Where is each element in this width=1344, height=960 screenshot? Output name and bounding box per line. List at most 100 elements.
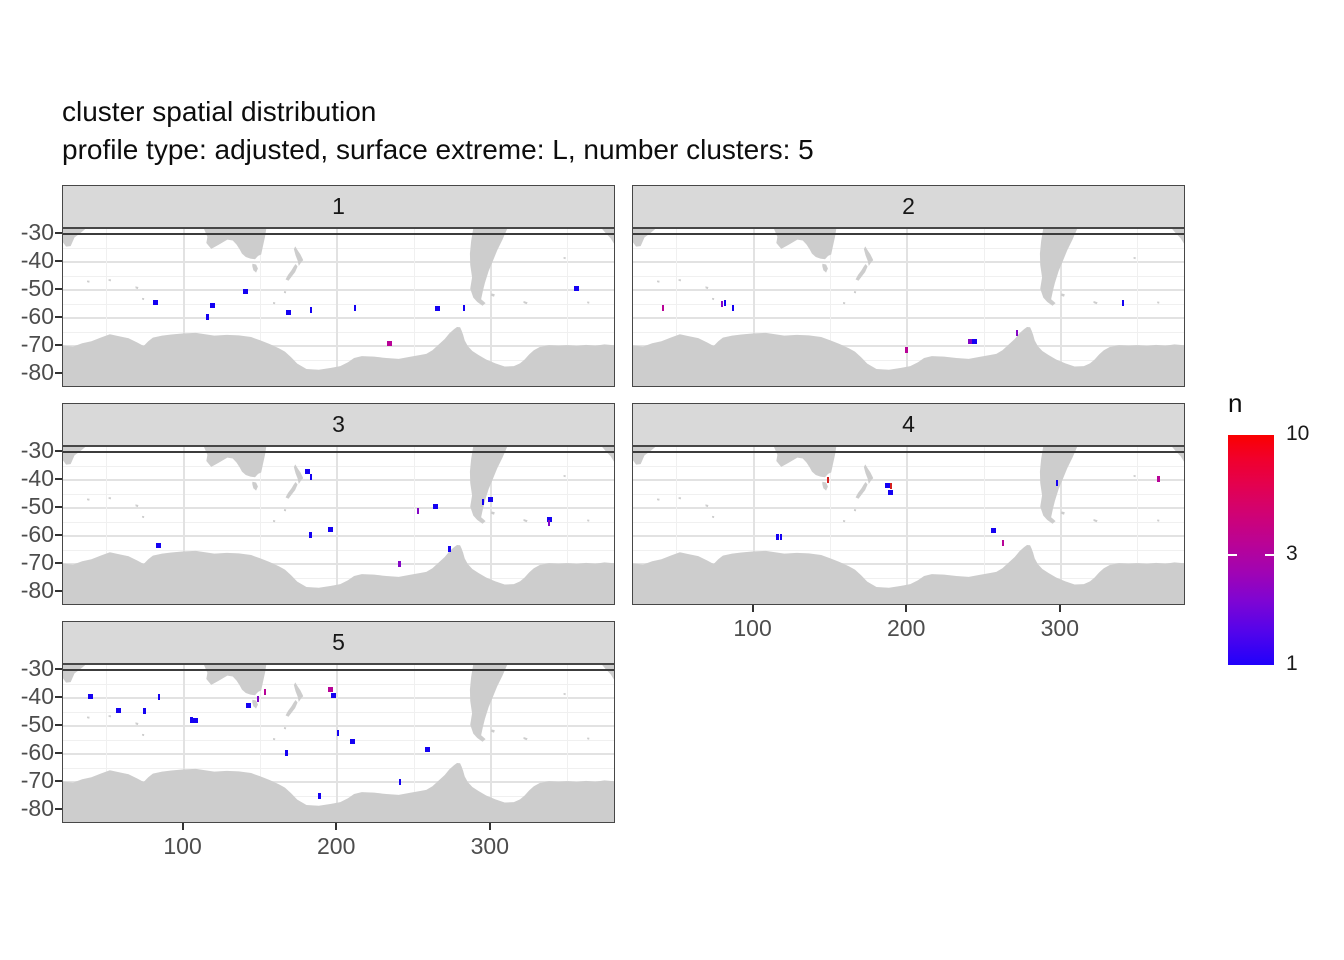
data-point	[416, 507, 420, 514]
data-point	[905, 347, 908, 354]
facet-strip-label: 2	[632, 185, 1185, 228]
gridline-major	[182, 229, 185, 386]
legend-title: n	[1228, 388, 1243, 418]
y-axis-tick-mark	[55, 506, 62, 509]
y-axis-tick-label: -40	[20, 683, 54, 710]
y-axis-tick-mark	[55, 372, 62, 374]
y-axis-tick-label: -80	[20, 577, 54, 603]
y-axis-tick-mark	[55, 534, 62, 537]
y-axis-tick-mark	[55, 780, 62, 782]
gridline-minor	[63, 521, 614, 523]
data-point	[157, 693, 161, 700]
facet-1: 1	[62, 185, 615, 387]
data-point	[336, 730, 340, 737]
gridline-major	[1059, 447, 1062, 604]
data-point	[327, 687, 333, 693]
gridline-major	[63, 563, 614, 565]
gridline-minor	[63, 275, 614, 277]
gridline-major	[63, 479, 614, 482]
map-panel-5	[62, 664, 615, 823]
gridline-minor	[676, 447, 678, 604]
y-axis-tick-mark	[55, 696, 62, 699]
antarctica-basemap	[633, 229, 1184, 386]
gridline-minor	[63, 303, 614, 305]
reference-line-30S	[633, 232, 1184, 236]
reference-line-30S	[63, 232, 614, 236]
gridline-major	[336, 447, 339, 604]
gridline-major	[633, 507, 1184, 510]
y-axis-tick-label: -40	[20, 247, 54, 274]
data-point	[776, 534, 779, 541]
y-axis-tick-mark	[55, 344, 62, 346]
gridline-minor	[63, 711, 614, 713]
data-point	[889, 482, 893, 489]
gridline-major	[63, 317, 614, 320]
gridline-major	[336, 665, 339, 822]
data-point	[887, 490, 893, 496]
data-point	[143, 707, 146, 714]
data-point	[286, 309, 292, 315]
data-point	[448, 545, 451, 552]
y-axis-tick-mark	[55, 808, 62, 810]
data-point	[731, 305, 735, 312]
gridline-minor	[633, 359, 1184, 361]
y-axis-tick-label: -60	[20, 303, 54, 330]
data-point	[206, 313, 209, 320]
gridline-minor	[567, 665, 569, 822]
y-axis-tick-label: -30	[20, 219, 54, 246]
gridline-major	[63, 289, 614, 292]
data-point	[152, 300, 158, 306]
data-point	[885, 483, 891, 489]
data-point	[330, 692, 336, 698]
gridline-major	[633, 479, 1184, 482]
legend-tick-label: 10	[1286, 422, 1310, 445]
data-point	[192, 717, 198, 723]
data-point	[245, 702, 251, 708]
data-point	[318, 793, 321, 799]
gridline-minor	[106, 665, 108, 822]
data-point	[309, 306, 313, 313]
gridline-minor	[633, 303, 1184, 305]
x-axis-tick-mark	[488, 823, 491, 830]
x-axis-tick-label: 200	[317, 833, 356, 859]
data-point	[1015, 330, 1019, 337]
gridline-minor	[63, 465, 614, 467]
map-panel-3	[62, 446, 615, 605]
gridline-major	[182, 447, 185, 604]
data-point	[304, 469, 310, 475]
x-axis-tick-mark	[905, 605, 908, 612]
gridline-minor	[829, 447, 831, 604]
y-axis-tick-label: -50	[20, 711, 54, 738]
gridline-minor	[106, 447, 108, 604]
facet-strip-label: 5	[62, 621, 615, 664]
y-axis-tick-mark	[55, 752, 62, 755]
y-axis-tick-mark	[55, 668, 62, 671]
gridline-minor	[259, 229, 261, 386]
x-axis-tick-label: 100	[163, 833, 202, 859]
data-point	[398, 561, 401, 567]
y-axis-tick-label: -50	[20, 493, 54, 520]
chart-title: cluster spatial distribution	[62, 96, 377, 127]
antarctica-basemap	[63, 229, 614, 386]
gridline-major	[63, 535, 614, 538]
gridline-minor	[413, 665, 415, 822]
gridline-minor	[633, 493, 1184, 495]
reference-line-30S	[633, 450, 1184, 454]
data-point	[327, 526, 333, 532]
data-point	[546, 516, 552, 522]
y-axis-tick-mark	[55, 288, 62, 291]
title-block: cluster spatial distribution profile typ…	[62, 93, 814, 169]
gridline-major	[63, 261, 614, 264]
facet-strip-label: 1	[62, 185, 615, 228]
gridline-minor	[63, 767, 614, 769]
y-axis-tick-label: -60	[20, 739, 54, 766]
x-axis-tick-mark	[335, 823, 338, 830]
x-axis-tick-mark	[181, 823, 184, 830]
legend-colorbar	[1228, 435, 1274, 665]
gridline-minor	[829, 229, 831, 386]
gridline-minor	[259, 665, 261, 822]
data-point	[972, 339, 978, 345]
data-point	[424, 747, 430, 753]
y-axis-tick-mark	[55, 316, 62, 319]
